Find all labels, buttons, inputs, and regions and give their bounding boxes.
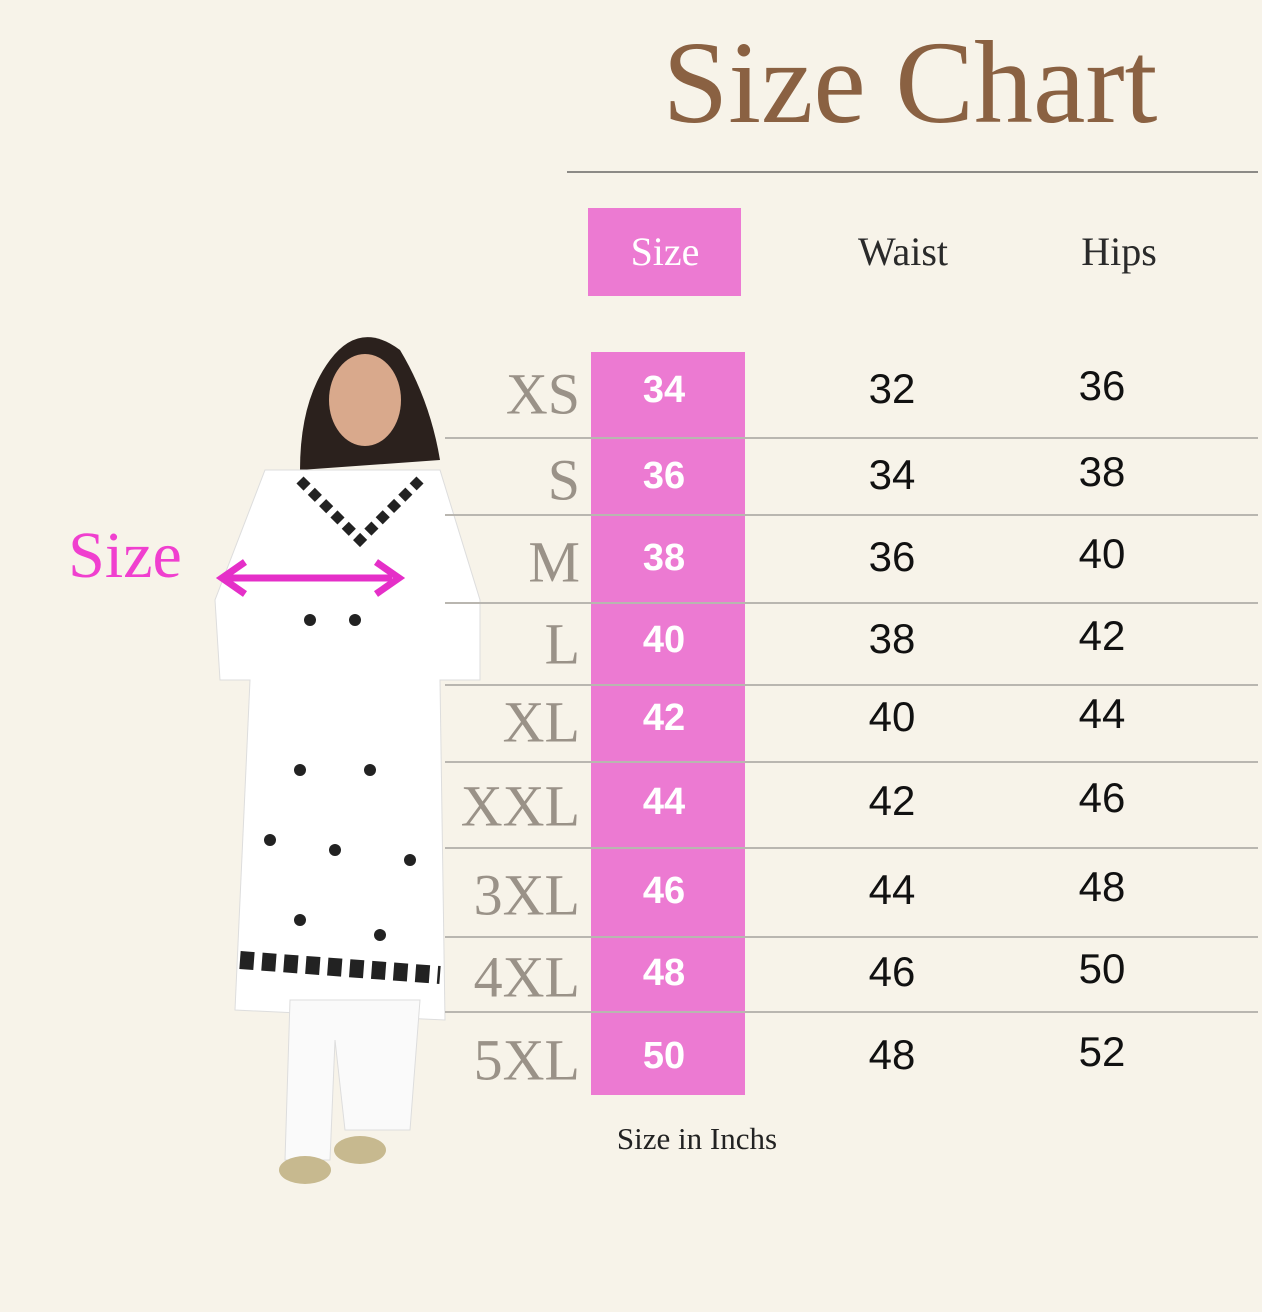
waist-value: 36	[869, 533, 916, 580]
title: Size Chart	[663, 17, 1158, 148]
column-header: Waist	[858, 229, 948, 274]
model-illustration	[214, 337, 481, 1184]
size-annotation: Size	[68, 519, 182, 592]
column-header: Hips	[1081, 229, 1157, 274]
hips-value: 48	[1079, 863, 1126, 910]
size-column	[591, 352, 745, 1095]
size-label: L	[545, 611, 580, 676]
size-label: 3XL	[474, 862, 580, 927]
hips-value: 50	[1079, 945, 1126, 992]
width-arrow	[215, 559, 406, 597]
hips-value: 42	[1079, 612, 1126, 659]
size-value: 44	[643, 781, 685, 823]
size-value: 46	[643, 870, 685, 912]
column-header: Size	[631, 229, 700, 274]
hips-value: 52	[1079, 1028, 1126, 1075]
waist-value: 42	[869, 777, 916, 824]
size-value: 36	[643, 455, 685, 497]
waist-value: 38	[869, 615, 916, 662]
size-label: M	[528, 529, 580, 594]
waist-value: 44	[869, 866, 916, 913]
hips-value: 40	[1079, 530, 1126, 577]
hips-value: 38	[1079, 448, 1126, 495]
waist-value: 34	[869, 451, 916, 498]
size-label: S	[548, 447, 580, 512]
size-value: 38	[643, 537, 685, 579]
waist-value: 48	[869, 1031, 916, 1078]
size-value: 42	[643, 697, 685, 739]
size-value: 48	[643, 952, 685, 994]
size-label: XL	[503, 689, 580, 754]
size-label: 4XL	[474, 944, 580, 1009]
size-value: 40	[643, 619, 685, 661]
waist-value: 46	[869, 948, 916, 995]
size-value: 34	[643, 369, 685, 411]
hips-value: 46	[1079, 774, 1126, 821]
waist-value: 32	[869, 365, 916, 412]
hips-value: 36	[1079, 362, 1126, 409]
size-header-box	[588, 208, 741, 296]
waist-value: 40	[869, 693, 916, 740]
size-value: 50	[643, 1035, 685, 1077]
hips-value: 44	[1079, 690, 1126, 737]
footer-note: Size in Inchs	[617, 1121, 777, 1156]
size-label: 5XL	[474, 1027, 580, 1092]
size-label: XS	[506, 361, 580, 426]
size-label: XXL	[461, 773, 580, 838]
